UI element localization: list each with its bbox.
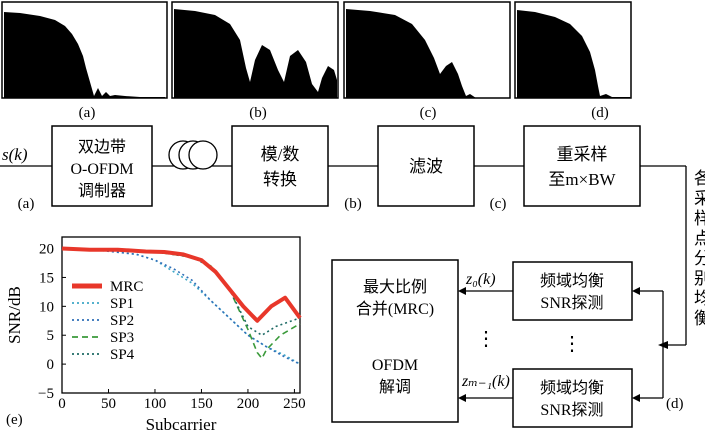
x-tick-label: 150 — [190, 396, 213, 412]
mrc-line-1: 最大比例 — [363, 278, 427, 296]
y-axis-label: SNR/dB — [5, 286, 24, 344]
adc-line-1: 模/数 — [261, 145, 300, 164]
mrc-block: 最大比例 合并(MRC) OFDM 解调 — [331, 259, 459, 423]
spectrum-trace-c — [346, 9, 476, 98]
legend-label-sp1: SP1 — [110, 296, 134, 312]
resample-line-2: 至m×BW — [548, 170, 616, 189]
receiver-wires — [460, 290, 513, 399]
ellipsis-right: ⋮ — [562, 333, 582, 355]
eq-top-line-1: 频域均衡 — [540, 272, 604, 290]
chain-label-a: (a) — [18, 196, 35, 212]
snr-chart: 0 50 100 150 200 250−505101520SubcarrierSNR/d… — [5, 236, 306, 434]
x-tick-label: 100 — [144, 396, 167, 412]
chain-label-d: (d) — [666, 396, 684, 412]
series-line-mrc — [61, 246, 302, 323]
x-tick-label: 250 — [283, 396, 306, 412]
series-line-sp1 — [61, 247, 301, 365]
filter-label: 滤波 — [409, 157, 443, 176]
ellipsis-left: ⋮ — [476, 328, 496, 350]
input-signal: s(k) — [2, 145, 28, 164]
legend-label-sp2: SP2 — [110, 313, 134, 329]
modulator-line-1: 双边带 — [78, 138, 126, 156]
eq-bottom-line-1: 频域均衡 — [540, 379, 604, 397]
zm-label: zₘ₋₁(k) — [461, 373, 510, 390]
fiber-coil-icon — [168, 140, 218, 170]
mrc-line-3: OFDM — [372, 357, 418, 374]
modulator-line-2: O-OFDM — [70, 161, 133, 178]
filter-block: 滤波 — [377, 125, 475, 207]
y-tick-label: 20 — [39, 242, 54, 258]
spectrum-label-c: (c) — [420, 105, 437, 121]
y-tick-label: 5 — [47, 328, 55, 344]
spectrum-trace-b — [174, 9, 337, 98]
spectrum-panel-a — [1, 1, 168, 99]
mrc-line-4: 解调 — [379, 378, 411, 396]
spectrum-panel-c — [343, 1, 511, 99]
spectrum-label-a: (a) — [79, 105, 96, 121]
resample-line-1: 重采样 — [557, 145, 608, 164]
per-sample-equalize-label: 各采样点分别均衡 — [694, 169, 705, 328]
eq-top-line-2: SNR探测 — [540, 294, 603, 312]
spectrum-trace-a — [4, 12, 165, 98]
modulator-block: 双边带 O-OFDM 调制器 — [51, 125, 153, 207]
spectrum-trace-d — [517, 10, 630, 98]
x-tick-label: 50 — [101, 396, 116, 412]
mrc-line-2: 合并(MRC) — [356, 300, 434, 318]
chain-label-b: (b) — [344, 196, 362, 212]
y-tick-label: 0 — [47, 357, 55, 373]
chain-label-c: (c) — [490, 196, 507, 212]
adc-line-2: 转换 — [263, 170, 297, 189]
eq-block-bottom: 频域均衡 SNR探测 — [512, 368, 633, 428]
x-tick-label: 200 — [237, 396, 260, 412]
eq-bottom-line-2: SNR探测 — [540, 401, 603, 419]
adc-block: 模/数 转换 — [231, 125, 329, 207]
modulator-line-3: 调制器 — [78, 182, 126, 200]
resample-block: 重采样 至m×BW — [523, 125, 641, 207]
eq-block-top: 频域均衡 SNR探测 — [512, 261, 633, 321]
z0-label: z₀(k) — [465, 271, 496, 288]
legend-label-sp4: SP4 — [110, 347, 135, 363]
spectrum-label-d: (d) — [591, 105, 609, 121]
y-tick-label: 15 — [39, 270, 54, 286]
legend-label-sp3: SP3 — [110, 330, 134, 346]
y-tick-label: −5 — [38, 386, 54, 402]
y-tick-label: 10 — [39, 299, 54, 315]
series-line-sp2 — [61, 247, 301, 365]
spectrum-panel-b — [171, 1, 339, 99]
x-tick-label: 0 — [58, 396, 66, 412]
x-axis-label: Subcarrier — [146, 415, 217, 434]
legend-label-mrc: MRC — [110, 279, 143, 295]
spectrum-panel-d — [514, 1, 632, 99]
chart-panel-label: (e) — [6, 412, 23, 428]
spectrum-label-b: (b) — [249, 105, 267, 121]
